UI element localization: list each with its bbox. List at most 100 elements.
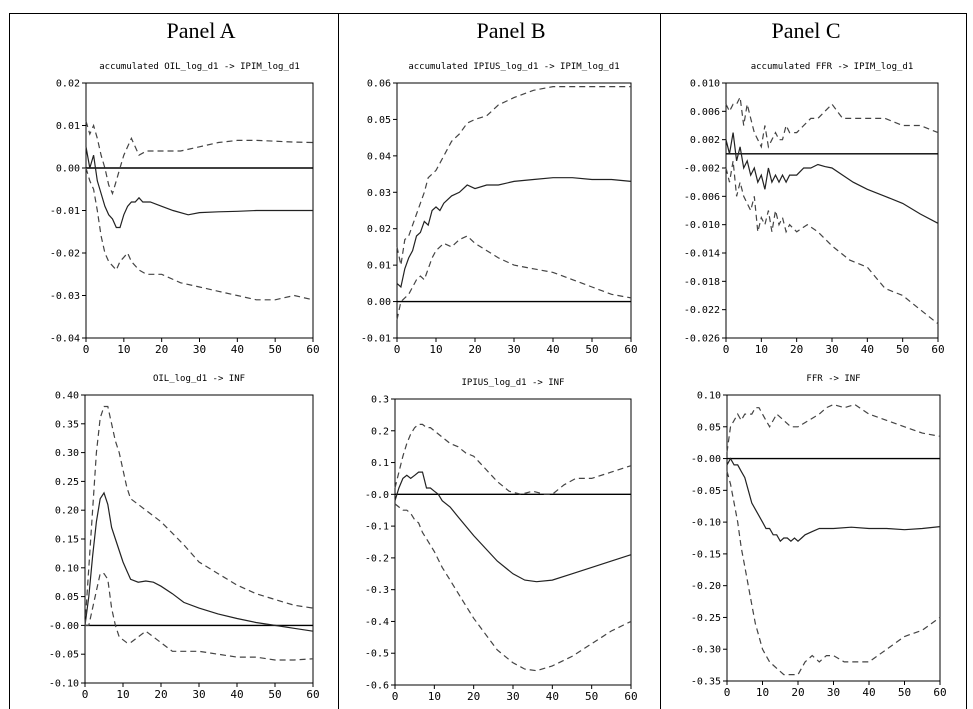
x-tick-label: 0: [83, 343, 90, 356]
impulse-response-line: [394, 471, 632, 583]
y-tick-label: -0.35: [691, 677, 721, 688]
y-tick-label: -0.03: [50, 291, 80, 302]
y-tick-label: -0.01: [50, 206, 80, 217]
y-tick-label: 0.006: [690, 107, 720, 118]
y-tick-label: -0.6: [365, 681, 389, 692]
chart-panel-b-ipim: accumulated IPIUS_log_d1 -> IPIM_log_d1 -…: [349, 53, 645, 359]
y-tick-label: 0.00: [367, 297, 391, 308]
x-tick-label: 0: [394, 343, 401, 356]
confidence-band-line: [394, 503, 632, 672]
chart-title: OIL_log_d1 -> INF: [153, 374, 245, 384]
y-tick-label: 0.02: [56, 79, 80, 90]
y-tick-label: 0.10: [697, 391, 721, 402]
y-tick-label: -0.05: [49, 650, 79, 661]
column-divider: [338, 13, 339, 709]
x-tick-label: 50: [898, 686, 911, 699]
x-tick-label: 0: [392, 690, 399, 703]
y-tick-label: -0.04: [50, 334, 80, 345]
x-tick-label: 30: [827, 686, 840, 699]
x-tick-label: 30: [507, 343, 520, 356]
y-tick-label: -0.2: [365, 553, 389, 564]
y-tick-label: 0.20: [55, 506, 79, 517]
y-tick-label: 0.40: [55, 391, 79, 402]
y-tick-label: 0.002: [690, 135, 720, 146]
x-tick-label: 20: [467, 690, 480, 703]
x-tick-label: 30: [192, 688, 205, 701]
x-tick-label: 10: [756, 686, 769, 699]
confidence-band-line: [84, 405, 314, 626]
impulse-response-line: [85, 146, 313, 229]
x-tick-label: 50: [585, 690, 598, 703]
plot-area-frame: [394, 398, 632, 686]
y-tick-label: -0.10: [691, 518, 721, 529]
y-tick-label: 0.3: [371, 395, 389, 406]
y-tick-label: -0.3: [365, 585, 389, 596]
x-tick-label: 10: [117, 343, 130, 356]
chart-panel-a-ipim: accumulated OIL_log_d1 -> IPIM_log_d1 -0.…: [27, 53, 323, 359]
y-tick-label: -0.002: [684, 164, 720, 175]
y-tick-label: -0.25: [691, 613, 721, 624]
confidence-band-line: [725, 95, 939, 149]
x-tick-label: 0: [723, 343, 730, 356]
y-tick-label: 0.01: [367, 261, 391, 272]
y-tick-label: 0.02: [367, 224, 391, 235]
y-tick-label: -0.1: [365, 522, 389, 533]
chart-svg: accumulated FFR -> IPIM_log_d1 -0.026 -0.0…: [684, 62, 945, 356]
impulse-response-line: [726, 457, 941, 543]
x-tick-label: 0: [724, 686, 731, 699]
chart-panel-c-inf: FFR -> INF -0.35 -0.30 -0.25 -0.20 -0.15 -0.10…: [669, 365, 960, 707]
x-tick-label: 50: [896, 343, 909, 356]
y-tick-label: 0.01: [56, 121, 80, 132]
confidence-band-line: [726, 403, 941, 453]
confidence-band-line: [85, 573, 314, 661]
panel-b-title: Panel B: [476, 18, 546, 43]
plot-area-frame: [726, 394, 941, 682]
x-tick-label: 30: [506, 690, 519, 703]
impulse-response-line: [396, 177, 632, 289]
y-tick-label: 0.05: [55, 592, 79, 603]
panel-a-title: Panel A: [166, 18, 236, 43]
x-tick-label: 10: [755, 343, 768, 356]
y-tick-label: -0.018: [684, 277, 720, 288]
x-tick-label: 40: [230, 688, 243, 701]
chart-title: accumulated FFR -> IPIM_log_d1: [751, 62, 914, 72]
y-tick-label: -0.10: [49, 679, 79, 690]
x-tick-label: 40: [862, 686, 875, 699]
y-tick-label: -0.4: [365, 617, 389, 628]
y-tick-label: 0.010: [690, 79, 720, 90]
plot-area-frame: [725, 82, 939, 339]
chart-panel-b-inf: IPIUS_log_d1 -> INF -0.6 -0.5 -0.4 -0.3 -0.2 -…: [349, 365, 645, 707]
confidence-band-line: [85, 167, 314, 301]
y-tick-label: 0.2: [371, 426, 389, 437]
chart-svg: accumulated IPIUS_log_d1 -> IPIM_log_d1 -…: [361, 62, 638, 356]
chart-panel-a-inf: OIL_log_d1 -> INF -0.10 -0.05 -0.00 0.05 0.10…: [27, 365, 323, 707]
x-tick-label: 50: [268, 688, 281, 701]
y-tick-label: -0.006: [684, 192, 720, 203]
y-tick-label: -0.0: [365, 490, 389, 501]
y-tick-label: 0.15: [55, 535, 79, 546]
x-tick-label: 40: [231, 343, 244, 356]
y-tick-label: -0.010: [684, 220, 720, 231]
x-tick-label: 40: [546, 690, 559, 703]
y-tick-label: 0.05: [697, 422, 721, 433]
x-tick-label: 10: [116, 688, 129, 701]
figure-frame: [9, 13, 967, 709]
chart-panel-c-ipim: accumulated FFR -> IPIM_log_d1 -0.026 -0.0…: [669, 53, 960, 359]
y-tick-label: -0.022: [684, 305, 720, 316]
impulse-response-line: [725, 132, 939, 224]
x-tick-label: 60: [624, 690, 637, 703]
confidence-band-line: [396, 85, 631, 266]
y-tick-label: 0.04: [367, 151, 391, 162]
y-tick-label: -0.014: [684, 249, 720, 260]
y-tick-label: -0.01: [361, 334, 391, 345]
y-tick-label: -0.20: [691, 581, 721, 592]
plot-area-frame: [84, 394, 314, 684]
y-tick-label: -0.02: [50, 249, 80, 260]
chart-title: accumulated OIL_log_d1 -> IPIM_log_d1: [99, 62, 299, 72]
y-tick-label: -0.15: [691, 549, 721, 560]
y-tick-label: -0.026: [684, 334, 720, 345]
y-tick-label: 0.25: [55, 477, 79, 488]
y-tick-label: -0.5: [365, 649, 389, 660]
chart-svg: OIL_log_d1 -> INF -0.10 -0.05 -0.00 0.05 0.10…: [49, 374, 320, 701]
chart-title: FFR -> INF: [806, 374, 860, 384]
